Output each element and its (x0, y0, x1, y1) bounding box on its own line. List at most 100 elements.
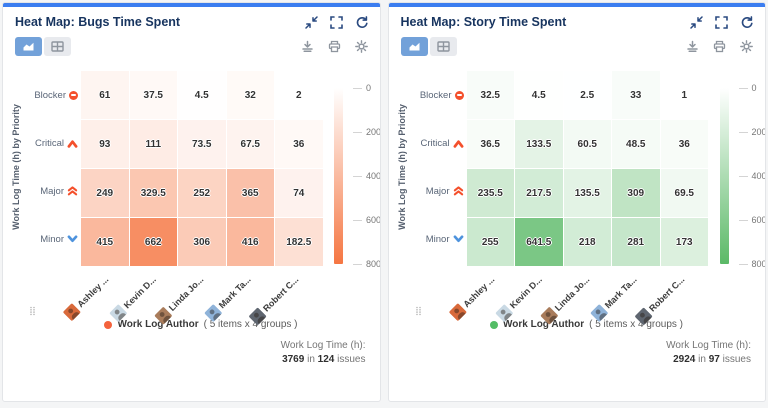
colorbar[interactable] (719, 88, 729, 264)
table-view-button[interactable] (429, 37, 457, 56)
heatmap-cell[interactable]: 252 (178, 169, 226, 217)
y-axis-label-minor: Minor (3, 231, 78, 247)
heatmap-cell[interactable]: 309 (612, 169, 660, 217)
heatmap-cell[interactable]: 235.5 (466, 169, 514, 217)
legend-item[interactable]: Work Log Author ( 5 items x 4 groups ) (81, 319, 321, 330)
author-avatar (155, 307, 172, 325)
fullscreen-icon[interactable] (715, 15, 728, 29)
collapse-icon[interactable] (304, 15, 318, 29)
x-axis-label-wrap: Robert C... (147, 271, 300, 325)
download-icon[interactable] (301, 40, 314, 53)
legend-detail: ( 5 items x 4 groups ) (589, 319, 684, 330)
author-avatar (249, 307, 267, 325)
heatmap-cell[interactable]: 415 (81, 218, 129, 266)
chart-view-button[interactable] (400, 37, 428, 56)
author-avatar (205, 304, 223, 322)
table-view-icon (436, 41, 450, 52)
heatmap-cell[interactable]: 641.5 (515, 218, 563, 266)
author-axis-label: Ashley ... (448, 273, 496, 321)
y-axis-label-major: Major (389, 183, 464, 199)
author-axis-label: Kevin D... (109, 273, 159, 323)
heatmap-cell[interactable]: 4.5 (515, 71, 563, 119)
heatmap-cell[interactable]: 61 (81, 71, 129, 119)
author-axis-label: Mark Ta... (204, 273, 253, 322)
colorbar-tick-mark (353, 132, 362, 133)
chart-area: Work Log Author ( 5 items x 4 groups ) 3… (389, 57, 765, 339)
settings-gear-icon[interactable] (740, 40, 753, 53)
heatmap-cell[interactable]: 135.5 (563, 169, 611, 217)
y-axis-label-blocker: Blocker (389, 87, 464, 103)
table-view-button[interactable] (44, 37, 71, 56)
print-icon[interactable] (328, 40, 341, 53)
heatmap-cell[interactable]: 2 (275, 71, 323, 119)
toolbar-icons (301, 40, 368, 53)
worklog-suffix: issues (337, 354, 366, 365)
collapse-icon[interactable] (690, 15, 703, 29)
heatmap-cell[interactable]: 37.5 (129, 71, 177, 119)
heatmap-cell[interactable]: 48.5 (612, 120, 660, 168)
colorbar-tick-label: 0 (366, 83, 372, 93)
print-icon[interactable] (713, 40, 726, 53)
chart-area: Work Log Author ( 5 items x 4 groups ) 6… (3, 57, 380, 339)
heatmap-cell[interactable]: 217.5 (515, 169, 563, 217)
heatmap-cell[interactable]: 173 (660, 218, 708, 266)
x-axis-label-wrap: Linda Jo... (52, 271, 205, 325)
priority-label: Blocker (34, 89, 66, 101)
settings-gear-icon[interactable] (354, 40, 368, 53)
heatmap-cell[interactable]: 218 (563, 218, 611, 266)
heatmap-cell[interactable]: 60.5 (563, 120, 611, 168)
heatmap-cell[interactable]: 67.5 (226, 120, 274, 168)
heatmap-cell[interactable]: 416 (226, 218, 274, 266)
refresh-icon[interactable] (740, 15, 753, 29)
story-heatmap-panel: Heat Map: Story Time Spent Work Log Auth… (387, 2, 766, 402)
fullscreen-icon[interactable] (329, 15, 343, 29)
heatmap-cell[interactable]: 249 (81, 169, 129, 217)
heatmap-cell[interactable]: 32 (226, 71, 274, 119)
chart-view-button[interactable] (15, 37, 42, 56)
heatmap-cell[interactable]: 36 (660, 120, 708, 168)
colorbar-tick-label: 400 (366, 171, 381, 181)
colorbar-tick-label: 600 (366, 215, 381, 225)
header-icons (304, 15, 368, 29)
legend-item[interactable]: Work Log Author ( 5 items x 4 groups ) (467, 319, 707, 330)
heatmap-cell[interactable]: 69.5 (660, 169, 708, 217)
heatmap-cell[interactable]: 74 (275, 169, 323, 217)
heatmap-cell[interactable]: 73.5 (178, 120, 226, 168)
heatmap-cell[interactable]: 33 (612, 71, 660, 119)
heatmap-cell[interactable]: 662 (129, 218, 177, 266)
heatmap-cell[interactable]: 2.5 (563, 71, 611, 119)
heatmap-cell[interactable]: 93 (81, 120, 129, 168)
heatmap-cell[interactable]: 1 (660, 71, 708, 119)
panel-header: Heat Map: Bugs Time Spent (3, 7, 380, 29)
heatmap-cell[interactable]: 281 (612, 218, 660, 266)
heatmap-cell[interactable]: 306 (178, 218, 226, 266)
table-view-icon (51, 41, 64, 52)
critical-icon (67, 139, 78, 148)
download-icon[interactable] (686, 40, 699, 53)
heatmap-cell[interactable]: 36 (275, 120, 323, 168)
refresh-icon[interactable] (355, 15, 368, 29)
colorbar-tick-label: 0 (751, 83, 757, 93)
toolbar (3, 29, 380, 57)
colorbar-tick-mark (353, 176, 362, 177)
heatmap-cell[interactable]: 111 (129, 120, 177, 168)
heatmap-cell[interactable]: 133.5 (515, 120, 563, 168)
colorbar-tick-label: 800 (366, 259, 381, 269)
heatmap-cell[interactable]: 329.5 (129, 169, 177, 217)
colorbar[interactable] (334, 88, 343, 264)
x-axis-label-wrap: Linda Jo... (437, 271, 591, 325)
panel-accent-bar (3, 3, 380, 7)
legend-dot (104, 320, 113, 329)
worklog-issue-count: 97 (708, 354, 720, 365)
priority-label: Blocker (419, 89, 452, 101)
heatmap-cell[interactable]: 4.5 (178, 71, 226, 119)
heatmap-grid: 61 37.5 4.5 32 2 93 111 73.5 67.5 36 249 329.5 252 36… (81, 71, 323, 266)
heatmap-cell[interactable]: 255 (466, 218, 514, 266)
heatmap-cell[interactable]: 182.5 (275, 218, 323, 266)
axis-drag-handle-icon[interactable] (415, 303, 422, 321)
worklog-summary: Work Log Time (h): 2924 in 97 issues (389, 339, 766, 367)
heatmap-cell[interactable]: 365 (226, 169, 274, 217)
axis-drag-handle-icon[interactable] (29, 303, 36, 321)
heatmap-cell[interactable]: 32.5 (466, 71, 514, 119)
heatmap-cell[interactable]: 36.5 (466, 120, 514, 168)
